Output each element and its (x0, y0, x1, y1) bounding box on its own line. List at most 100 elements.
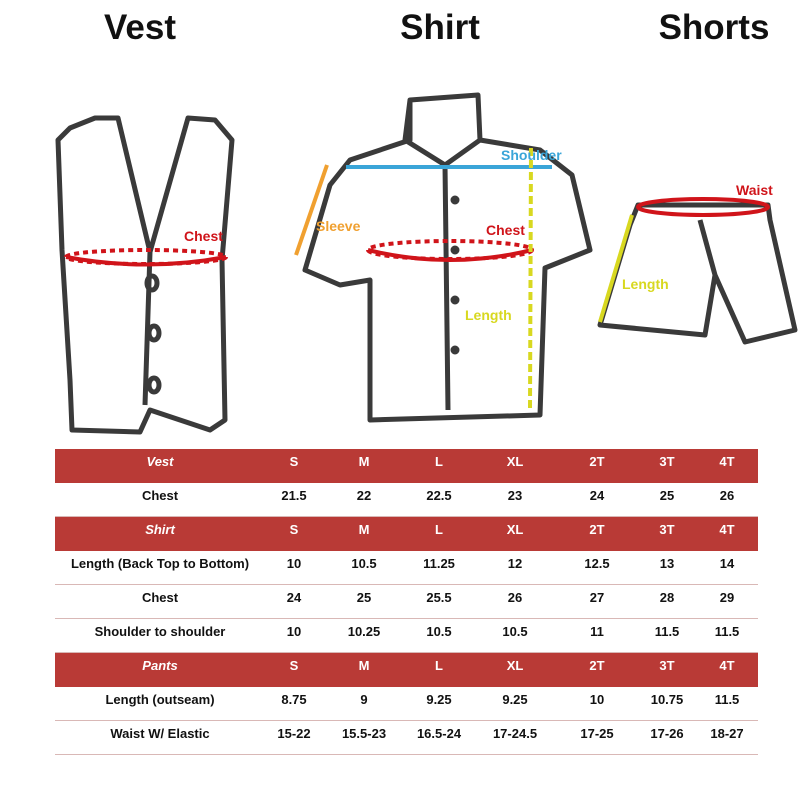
table-cell: XL (506, 658, 524, 673)
row-label: Pants (142, 658, 178, 673)
table-cell: 10 (589, 692, 605, 707)
table-cell: 9 (360, 692, 368, 707)
table-row: Length (outseam) 8.75 9 9.25 9.25 10 10.75 11.5 (55, 687, 758, 721)
shirt-shoulder-label: Shoulder (501, 147, 562, 163)
table-cell: 11 (590, 624, 604, 639)
size-table: Vest S M L XL 2T 3T 4T Chest 21.5 22 22.5 23 24 25 26 Sh… (55, 449, 758, 755)
table-cell: 4T (719, 658, 735, 673)
table-cell: 14 (719, 556, 735, 571)
table-cell: 4T (719, 522, 735, 537)
table-cell: 24 (589, 488, 605, 503)
table-cell: 11.25 (423, 556, 455, 571)
table-cell: 3T (659, 522, 675, 537)
table-cell: 11.5 (654, 624, 680, 639)
table-cell: 16.5-24 (416, 726, 462, 741)
table-cell: 10.5 (426, 624, 452, 639)
table-cell: 2T (589, 522, 605, 537)
shirt-chest-label: Chest (486, 222, 525, 238)
table-header-row: Vest S M L XL 2T 3T 4T (55, 449, 758, 483)
table-cell: 28 (659, 590, 675, 605)
table-cell: XL (506, 522, 524, 537)
table-cell: L (435, 522, 443, 537)
table-cell: 25 (356, 590, 372, 605)
shirt-sleeve-label: Sleeve (316, 218, 361, 234)
table-cell: S (289, 658, 299, 673)
row-label: Chest (141, 488, 179, 503)
table-cell: 11.5 (714, 624, 740, 639)
table-cell: 10.5 (351, 556, 377, 571)
vest-chest-label: Chest (184, 228, 223, 244)
table-cell: 11.5 (714, 692, 740, 707)
row-label: Shirt (145, 522, 175, 537)
vest-title: Vest (104, 8, 176, 47)
row-label: Chest (141, 590, 179, 605)
shorts-waist-line (636, 197, 770, 217)
table-cell: 27 (589, 590, 605, 605)
table-header-row: Shirt S M L XL 2T 3T 4T (55, 517, 758, 551)
table-cell: S (289, 522, 299, 537)
table-cell: 23 (507, 488, 523, 503)
table-cell: M (358, 454, 370, 469)
vest-chest-line (64, 248, 228, 266)
table-cell: 4T (719, 454, 735, 469)
shirt-drawing (302, 92, 593, 423)
table-cell: 26 (719, 488, 735, 503)
shirt-length-label: Length (465, 307, 512, 323)
table-cell: 13 (659, 556, 675, 571)
table-cell: 10 (286, 556, 302, 571)
table-cell: 26 (507, 590, 523, 605)
table-cell: 12 (507, 556, 523, 571)
table-row: Chest 24 25 25.5 26 27 28 29 (55, 585, 758, 619)
table-cell: 17-26 (650, 726, 684, 741)
table-cell: 3T (659, 454, 675, 469)
table-cell: 22.5 (426, 488, 452, 503)
shirt-sleeve-line (294, 164, 329, 256)
row-label: Vest (146, 454, 174, 469)
table-cell: 3T (659, 658, 675, 673)
shorts-length-line (598, 214, 634, 323)
row-label: Shoulder to shoulder (94, 624, 226, 639)
table-header-row: Pants S M L XL 2T 3T 4T (55, 653, 758, 687)
table-cell: 12.5 (584, 556, 610, 571)
shirt-title: Shirt (400, 8, 480, 47)
table-row: Waist W/ Elastic 15-22 15.5-23 16.5-24 17-24… (55, 721, 758, 755)
table-cell: 25 (659, 488, 675, 503)
table-cell: L (435, 454, 443, 469)
shorts-length-label: Length (622, 276, 669, 292)
table-row: Length (Back Top to Bottom) 10 10.5 11.25 12… (55, 551, 758, 585)
table-cell: 15-22 (277, 726, 311, 741)
table-cell: 2T (589, 658, 605, 673)
table-cell: 24 (286, 590, 302, 605)
table-cell: 17-24.5 (492, 726, 538, 741)
garment-illustrations (55, 92, 798, 435)
table-cell: 25.5 (426, 590, 452, 605)
shorts-title: Shorts (658, 8, 770, 47)
table-cell: XL (506, 454, 524, 469)
table-cell: 29 (719, 590, 735, 605)
table-cell: L (435, 658, 443, 673)
table-cell: 9.25 (426, 692, 452, 707)
table-cell: 21.5 (281, 488, 307, 503)
table-cell: S (289, 454, 299, 469)
table-cell: 10 (286, 624, 302, 639)
table-cell: 9.25 (502, 692, 528, 707)
vest-drawing (55, 115, 235, 435)
table-row: Chest 21.5 22 22.5 23 24 25 26 (55, 483, 758, 517)
table-cell: 17-25 (580, 726, 614, 741)
table-cell: 10.5 (502, 624, 528, 639)
shorts-waist-label: Waist (736, 182, 773, 198)
shirt-length-line (528, 147, 533, 411)
table-row: Shoulder to shoulder 10 10.25 10.5 10.5 11 11.… (55, 619, 758, 653)
table-cell: 15.5-23 (341, 726, 387, 741)
table-cell: 2T (589, 454, 605, 469)
table-cell: 8.75 (281, 692, 307, 707)
table-cell: 10.25 (347, 624, 381, 639)
table-cell: M (358, 522, 370, 537)
row-label: Waist W/ Elastic (110, 726, 210, 741)
table-cell: 10.75 (650, 692, 684, 707)
row-label: Length (outseam) (105, 692, 215, 707)
table-cell: 18-27 (710, 726, 744, 741)
table-cell: M (358, 658, 370, 673)
row-label: Length (Back Top to Bottom) (70, 556, 250, 571)
